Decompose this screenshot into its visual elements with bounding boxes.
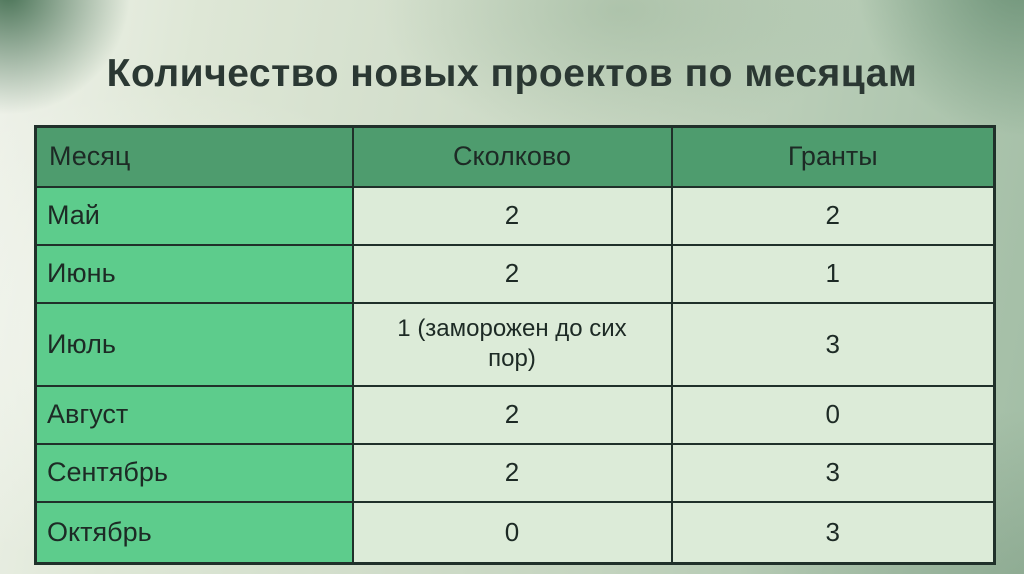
month-cell: Сентябрь [34,442,354,503]
skolkovo-value-cell: 2 [351,185,673,246]
month-cell: Июнь [34,243,354,304]
grants-value-cell: 3 [670,442,996,503]
column-header-month: Месяц [34,125,354,188]
table-row: Июнь 2 1 [34,243,996,304]
skolkovo-value-cell: 1 (заморожен до сих пор) [351,301,673,387]
skolkovo-value-cell: 2 [351,243,673,304]
grants-value-cell: 3 [670,500,996,565]
slide-title: Количество новых проектов по месяцам [106,52,918,95]
table-row: Август 2 0 [34,384,996,445]
grants-value-cell: 2 [670,185,996,246]
table-row: Май 2 2 [34,185,996,246]
skolkovo-value-cell: 2 [351,384,673,445]
skolkovo-value-cell: 2 [351,442,673,503]
column-header-grants: Гранты [670,125,996,188]
month-cell: Июль [34,301,354,387]
table-row: Октябрь 0 3 [34,500,996,565]
skolkovo-value-cell: 0 [351,500,673,565]
projects-by-month-table: Месяц Сколково Гранты Май 2 2 Июнь 2 1 И… [34,125,996,565]
month-cell: Май [34,185,354,246]
grants-value-cell: 0 [670,384,996,445]
month-cell: Август [34,384,354,445]
column-header-skolkovo: Сколково [351,125,673,188]
month-cell: Октябрь [34,500,354,565]
table-header-row: Месяц Сколково Гранты [34,125,996,188]
skolkovo-note-text: 1 (заморожен до сих пор) [397,315,627,372]
grants-value-cell: 1 [670,243,996,304]
table-row: Сентябрь 2 3 [34,442,996,503]
grants-value-cell: 3 [670,301,996,387]
table-row: Июль 1 (заморожен до сих пор) 3 [34,301,996,387]
